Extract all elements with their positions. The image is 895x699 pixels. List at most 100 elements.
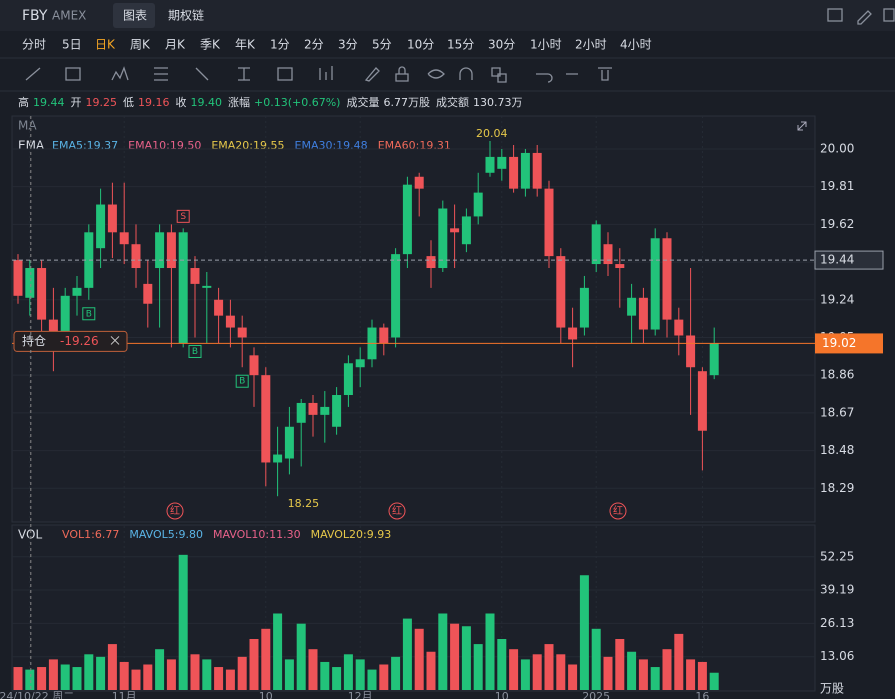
- volume-bar: [379, 664, 389, 690]
- x-tick-label: 12月: [348, 690, 373, 699]
- timeframe[interactable]: 分时: [22, 38, 46, 52]
- volume-bar: [638, 659, 648, 690]
- icon[interactable]: [827, 8, 843, 22]
- volume-bar: [131, 669, 141, 690]
- candle-body: [485, 156, 495, 173]
- expand-icon[interactable]: [797, 121, 807, 131]
- candle-body: [107, 204, 117, 233]
- icons[interactable]: [25, 66, 612, 83]
- volume-bar: [473, 644, 483, 690]
- timeframe[interactable]: 4小时: [620, 38, 652, 52]
- volume-bar: [686, 659, 696, 690]
- signal: B: [239, 377, 245, 387]
- y-tick-label: 19.62: [820, 217, 854, 231]
- candle-body: [155, 232, 165, 269]
- candle-body: [343, 363, 353, 396]
- position-box[interactable]: [13, 330, 128, 352]
- candle-body: [615, 264, 625, 269]
- candle-body: [225, 315, 235, 328]
- y-tick-label: 13.06: [820, 649, 854, 663]
- timeframe[interactable]: 5日: [62, 38, 82, 52]
- candle-body: [650, 238, 660, 330]
- candle-body: [249, 355, 259, 376]
- signal-box: [82, 307, 96, 321]
- event-marker[interactable]: [609, 502, 627, 520]
- volume-bar: [544, 644, 554, 690]
- quote-label: 成交量: [346, 95, 379, 109]
- volume-bar: [25, 669, 35, 690]
- candle-body: [426, 256, 436, 269]
- timeframe[interactable]: 1分: [270, 38, 290, 52]
- candle-body: [662, 238, 672, 320]
- timeframe[interactable]: 日K: [95, 38, 116, 52]
- candle-body: [603, 244, 613, 265]
- icon[interactable]: [883, 8, 895, 22]
- event-text: 红: [170, 504, 180, 517]
- event-marker[interactable]: [166, 502, 184, 520]
- x-tick-label: 10: [259, 690, 273, 699]
- last-price-label: 19.02: [822, 336, 856, 350]
- volume-bar: [414, 628, 424, 690]
- tab[interactable]: 图表: [123, 9, 147, 23]
- tab-active[interactable]: [113, 3, 155, 28]
- price-panel: [11, 115, 816, 523]
- volume-bar: [520, 659, 530, 690]
- candle-body: [296, 402, 306, 423]
- min-label: 18.25: [288, 497, 320, 510]
- candle-body: [568, 327, 578, 340]
- timeframe[interactable]: 周K: [130, 38, 151, 52]
- volume-bar: [332, 667, 342, 690]
- candle-body: [674, 319, 684, 336]
- candle-body: [497, 156, 507, 169]
- timeframe[interactable]: 3分: [338, 38, 358, 52]
- max-label: 20.04: [476, 127, 508, 140]
- volume-bar: [119, 661, 129, 690]
- y-tick-label: 39.19: [820, 583, 854, 597]
- icon[interactable]: [857, 10, 872, 25]
- volume-bar: [107, 644, 117, 690]
- candle-body: [320, 406, 330, 415]
- volume-unit: 万股: [820, 682, 844, 696]
- volume-bar: [697, 661, 707, 690]
- timeframe[interactable]: 30分: [488, 38, 515, 52]
- candle-body: [48, 319, 58, 334]
- close-icon[interactable]: [110, 336, 120, 345]
- volume-bar: [37, 667, 47, 690]
- legend-entry: MAVOL5:9.80: [129, 528, 203, 541]
- legend-entry: EMA20:19.55: [211, 139, 284, 152]
- timeframe[interactable]: 15分: [447, 38, 474, 52]
- volume-title: VOL: [18, 528, 42, 542]
- quote-label: 收: [176, 95, 187, 109]
- timeframe[interactable]: 10分: [407, 38, 434, 52]
- timeframe[interactable]: 2小时: [575, 38, 607, 52]
- level-label: 19.44: [820, 253, 854, 267]
- event-marker[interactable]: [388, 502, 406, 520]
- tab[interactable]: 期权链: [168, 8, 204, 23]
- candle-body: [402, 184, 412, 255]
- timeframe[interactable]: 月K: [165, 38, 186, 52]
- timeframe[interactable]: 5分: [372, 38, 392, 52]
- volume-bar: [461, 626, 471, 690]
- volume-bar: [13, 667, 23, 690]
- candle-body: [414, 176, 424, 189]
- candle-body: [332, 395, 342, 427]
- symbol: FBY: [22, 8, 48, 24]
- indicator-label: EMA: [18, 139, 45, 153]
- candle-body: [391, 254, 401, 338]
- legend-entry: MAVOL10:11.30: [213, 528, 301, 541]
- volume-bar: [426, 651, 436, 690]
- y-tick-label: 26.13: [820, 616, 854, 630]
- candle-body: [131, 244, 141, 269]
- timeframe[interactable]: 1小时: [530, 38, 562, 52]
- legend-entry: EMA30:19.48: [295, 139, 368, 152]
- candle-body: [438, 208, 448, 269]
- volume-bar: [273, 613, 283, 690]
- candle-body: [450, 228, 460, 233]
- candle-body: [284, 426, 294, 459]
- volume-bar: [627, 651, 637, 690]
- volume-bar: [532, 654, 542, 690]
- timeframe[interactable]: 2分: [304, 38, 324, 52]
- timeframe[interactable]: 年K: [235, 38, 256, 52]
- timeframe[interactable]: 季K: [200, 38, 221, 52]
- volume-bar: [296, 623, 306, 690]
